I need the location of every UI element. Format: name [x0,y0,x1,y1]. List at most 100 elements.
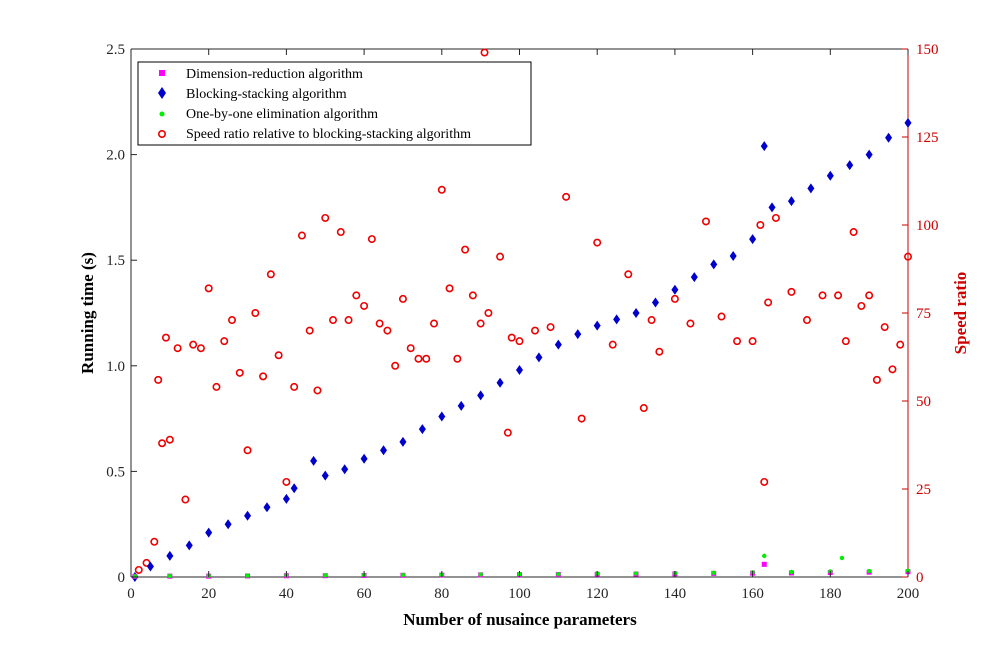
speed-ratio-point [383,326,392,335]
speed-ratio-point [818,291,827,300]
blocking-stacking-point [166,550,174,561]
blocking-stacking-point [496,377,504,388]
speed-ratio-point [204,284,213,293]
speed-ratio-point [212,382,221,391]
blocking-stacking-point [671,284,679,295]
blocking-stacking-point [760,141,768,152]
legend-label: Blocking-stacking algorithm [186,87,347,102]
speed-ratio-point [872,375,881,384]
blocking-stacking-point [865,149,873,160]
blocking-stacking-point [807,183,815,194]
speed-ratio-point [787,287,796,296]
blocking-stacking-point [846,160,854,171]
speed-ratio-point [896,340,905,349]
one-by-one-point [245,573,250,578]
x-tick-label: 160 [741,586,764,602]
blocking-stacking-point [290,483,298,494]
speed-ratio-point [903,252,912,261]
blocking-stacking-point [321,470,329,481]
legend-entry-dimension-reduction: Dimension-reduction algorithm [159,67,363,82]
blocking-stacking-point [477,390,485,401]
blocking-stacking-point [224,519,232,530]
one-by-one-point [711,570,716,575]
legend-box [137,61,532,146]
x-tick-label: 140 [664,586,687,602]
speed-ratio-point [290,382,299,391]
legend-marker-dot [159,111,165,117]
legend-marker-square [159,70,165,76]
x-tick-label: 0 [127,586,135,602]
blocking-stacking-point [632,308,640,318]
speed-ratio-point [515,337,524,346]
speed-ratio-point [468,291,477,300]
speed-ratio-point [422,354,431,363]
speed-ratio-point [608,340,617,349]
x-tick-label: 40 [279,586,294,602]
one-by-one-point [556,571,561,577]
speed-ratio-point [865,291,874,300]
x-tick-label: 60 [357,586,372,602]
blocking-stacking-point [749,234,757,245]
speed-ratio-point [834,291,843,300]
speed-ratio-point [220,337,229,346]
blocking-stacking-point [341,464,349,475]
one-by-one-point [132,573,138,579]
speed-ratio-point [336,228,345,237]
speed-ratio-point [297,231,306,240]
blocking-stacking-point [438,411,446,422]
speed-ratio-point [228,316,237,325]
speed-ratio-point [461,245,470,254]
y-right-tick-label: 100 [916,218,939,234]
blocking-stacking-point [593,320,601,331]
blocking-stacking-point [516,365,523,376]
blocking-stacking-point [651,297,659,308]
speed-ratio-point [733,337,742,346]
y-tick-label: 0.5 [106,464,125,480]
dimension-reduction-point [761,561,767,567]
speed-ratio-point [445,284,454,293]
speed-ratio-point [196,344,205,353]
blocking-stacking-point [535,352,543,363]
legend-label: One-by-one elimination algorithm [186,107,378,122]
speed-ratio-point [531,326,540,335]
blocking-stacking-point [244,510,252,521]
speed-ratio-point [670,294,679,303]
blocking-stacking-point [282,493,290,504]
speed-ratio-point [857,301,866,310]
x-tick-label: 180 [819,586,842,602]
speed-ratio-point [647,316,656,325]
y-right-tick-label: 0 [916,570,924,586]
y-right-tick-label: 150 [916,42,939,58]
one-by-one-point [633,571,639,576]
blocking-stacking-point [574,329,582,340]
blocking-stacking-point [826,170,834,181]
speed-ratio-point [760,477,769,486]
x-tick-label: 20 [201,586,216,602]
blocking-stacking-point [729,250,737,261]
legend: Dimension-reduction algorithm Blocking-s… [137,61,532,146]
blocking-stacking-point [885,132,893,143]
speed-ratio-point [161,333,170,342]
y-right-tick-label: 125 [916,130,939,146]
x-tick-label: 120 [586,586,609,602]
speed-ratio-point [841,337,850,346]
speed-ratio-point [282,477,291,486]
speed-ratio-point [480,48,489,57]
y-tick-label: 1.5 [106,253,125,269]
speed-ratio-point [701,217,710,226]
speed-ratio-point [344,316,353,325]
speed-ratio-point [639,404,648,413]
speed-ratio-point [484,308,493,317]
series-layer [131,48,912,582]
one-by-one-point [866,568,872,574]
x-tick-label: 100 [508,586,531,602]
speed-ratio-point [624,270,633,279]
speed-ratio-point [476,319,485,328]
speed-ratio-point [748,337,757,346]
speed-ratio-point [717,312,726,321]
y-right-tick-label: 50 [916,394,931,410]
legend-marker-circle [158,130,167,139]
speed-ratio-point [406,344,415,353]
blocking-stacking-point [787,196,795,207]
x-tick-label: 80 [434,586,449,602]
